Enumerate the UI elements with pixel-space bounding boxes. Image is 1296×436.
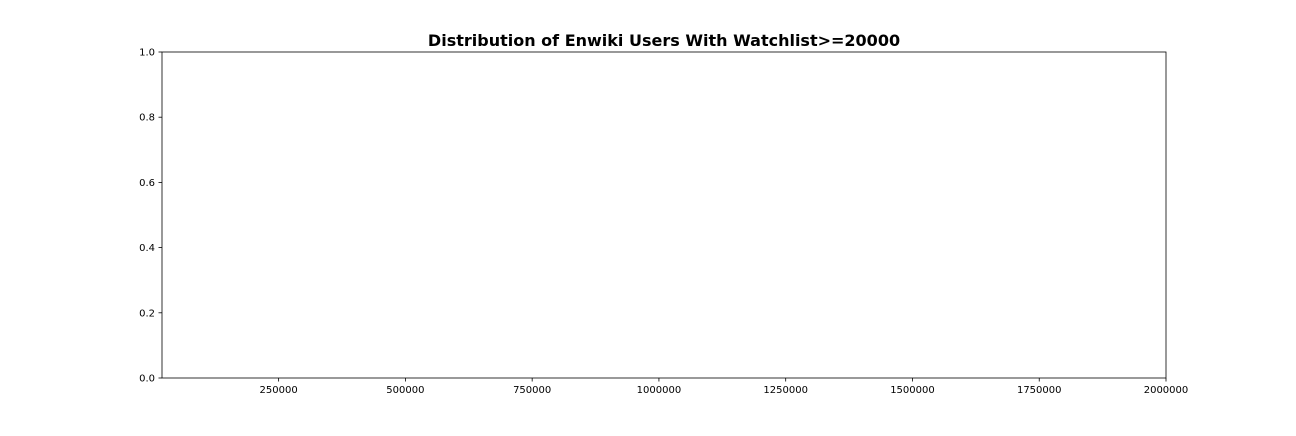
x-tick-label: 500000: [386, 385, 424, 396]
plot-area-frame: [161, 51, 1167, 379]
y-tick-label: 1.0: [139, 48, 155, 59]
y-tick-label: 0.6: [139, 178, 155, 189]
x-tick-label: 1250000: [763, 385, 808, 396]
x-tick-label: 250000: [260, 385, 298, 396]
x-tick-label: 1500000: [890, 385, 935, 396]
x-tick-label: 1750000: [1017, 385, 1062, 396]
x-tick-label: 750000: [513, 385, 551, 396]
y-tick-label: 0.4: [139, 243, 155, 254]
chart-title: Distribution of Enwiki Users With Watchl…: [428, 31, 900, 50]
y-axis: 0.0 0.2 0.4 0.6 0.8 1.0: [139, 48, 162, 385]
x-axis: 250000 500000 750000 1000000 1250000 1500000 1…: [260, 378, 1189, 396]
y-tick-label: 0.8: [139, 113, 155, 124]
y-tick-label: 0.0: [139, 374, 155, 385]
x-tick-label: 2000000: [1144, 385, 1189, 396]
x-tick-label: 1000000: [637, 385, 682, 396]
y-tick-label: 0.2: [139, 308, 155, 319]
